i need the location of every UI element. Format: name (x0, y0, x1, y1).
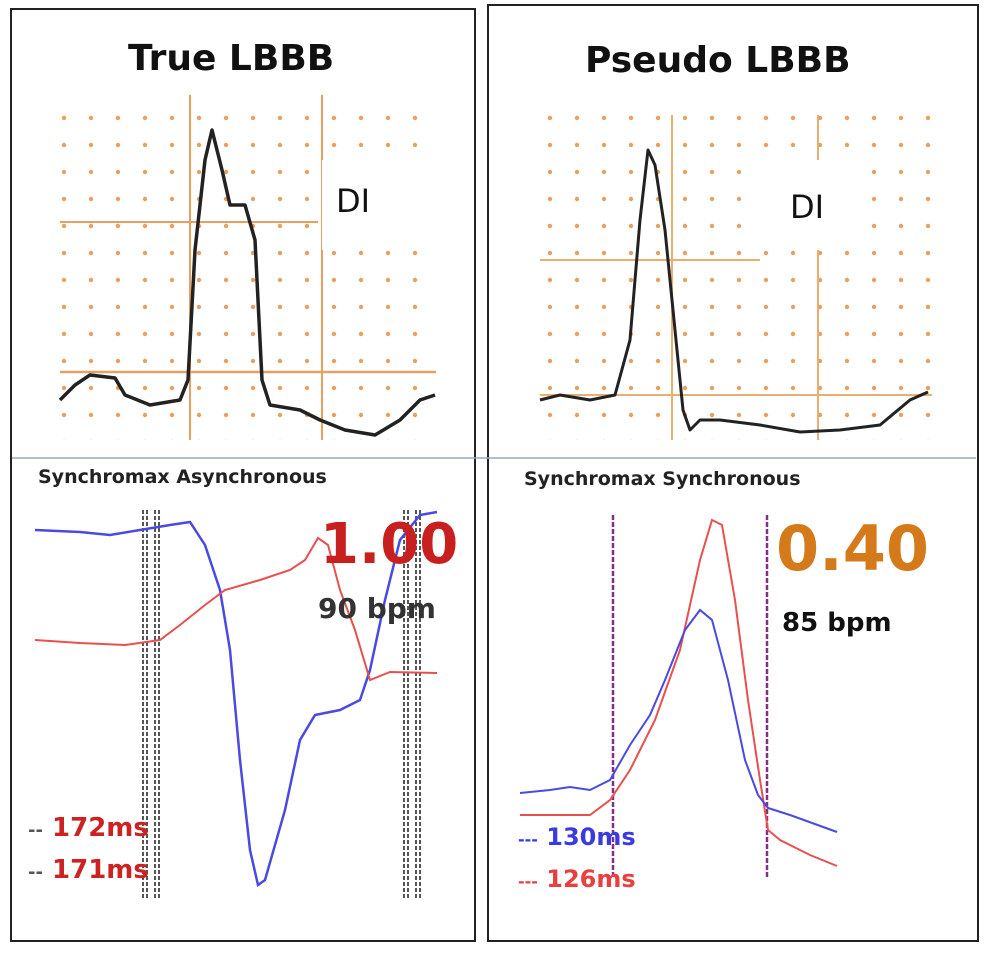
panel-title: Pseudo LBBB (585, 40, 851, 81)
heart-rate: 85 bpm (782, 608, 892, 638)
legend-item: -- 172ms (28, 813, 149, 843)
subtitle: Synchromax Synchronous (524, 468, 801, 490)
ecg-grid-dots (540, 115, 932, 440)
legend-marker: -- (28, 820, 43, 841)
subtitle: Synchromax Asynchronous (38, 466, 327, 488)
legend-marker: --- (518, 872, 538, 891)
legend-item: --- 130ms (518, 823, 636, 851)
heart-rate: 90 bpm (318, 592, 436, 625)
red-curve (520, 518, 838, 867)
lead-label: DI (336, 182, 371, 220)
legend-text: 126ms (546, 865, 636, 893)
legend-item: --- 126ms (518, 865, 636, 893)
async-marker-lines (142, 510, 421, 900)
legend-item: -- 171ms (28, 855, 149, 885)
synchrony-score: 1.00 (320, 512, 459, 577)
sync-marker-lines (611, 515, 769, 878)
panel-title: True LBBB (128, 38, 335, 79)
red-curve (34, 536, 438, 682)
legend-text: 171ms (52, 855, 149, 885)
blue-curve (34, 510, 438, 888)
ecg-grid-dots (60, 95, 436, 440)
ecg-trace (539, 148, 929, 434)
lead-label: DI (790, 188, 825, 226)
legend-marker: -- (28, 862, 43, 883)
ecg-trace (58, 128, 436, 437)
legend-marker: --- (518, 830, 538, 849)
legend-text: 130ms (546, 823, 636, 851)
legend-text: 172ms (52, 813, 149, 843)
synchrony-score: 0.40 (776, 512, 929, 585)
blue-curve (519, 608, 838, 833)
